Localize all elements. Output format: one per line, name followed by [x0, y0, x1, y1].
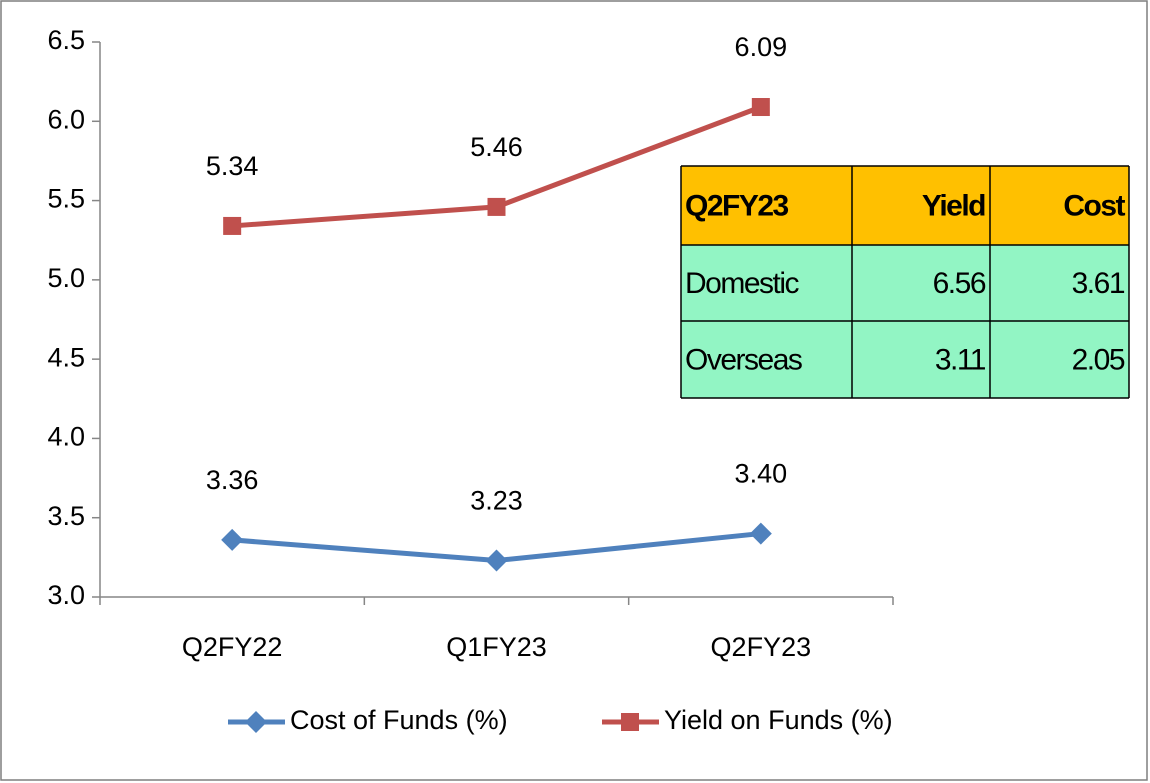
data-label: 3.40: [735, 459, 788, 489]
table-cell: Domestic: [685, 267, 800, 300]
data-point: [223, 216, 242, 235]
data-label: 5.34: [206, 151, 259, 181]
table-cell: 3.11: [935, 343, 986, 376]
y-tick-label: 4.5: [47, 342, 85, 372]
y-tick-label: 5.5: [47, 184, 85, 214]
table-cell: 3.61: [1072, 267, 1125, 300]
data-point: [487, 197, 506, 216]
table-cell: Q2FY23: [685, 189, 789, 222]
y-tick-label: 4.0: [47, 422, 85, 452]
data-point: [749, 522, 772, 545]
legend-marker: [621, 713, 639, 731]
data-label: 3.36: [206, 465, 259, 495]
x-tick-label: Q2FY22: [182, 632, 283, 662]
data-table: Q2FY23 Yield Cost Domestic 6.56 3.61 Overseas 3…: [680, 165, 1130, 399]
table-cell: 2.05: [1072, 343, 1125, 376]
y-tick-label: 6.0: [47, 104, 85, 134]
table-row-bg: [681, 321, 1129, 398]
y-tick-label: 3.5: [47, 501, 85, 531]
table-row-bg: [681, 166, 1129, 245]
data-label: 6.09: [735, 32, 788, 62]
data-label: 5.46: [470, 132, 523, 162]
legend-label: Yield on Funds (%): [664, 705, 893, 735]
x-tick-label: Q1FY23: [446, 632, 547, 662]
data-point: [221, 528, 244, 551]
table-cell: Overseas: [685, 343, 802, 376]
table-cell: 6.56: [933, 267, 986, 300]
table-row-bg: [681, 245, 1129, 321]
x-tick-label: Q2FY23: [711, 632, 812, 662]
legend-label: Cost of Funds (%): [290, 705, 508, 735]
table-cell: Cost: [1063, 189, 1125, 222]
data-point: [751, 98, 770, 117]
y-tick-label: 6.5: [47, 25, 85, 55]
y-tick-label: 5.0: [47, 263, 85, 293]
data-label: 3.23: [470, 486, 523, 516]
legend-marker: [245, 711, 267, 733]
y-tick-label: 3.0: [47, 580, 85, 610]
table-cell: Yield: [922, 189, 985, 222]
data-point: [485, 549, 508, 572]
